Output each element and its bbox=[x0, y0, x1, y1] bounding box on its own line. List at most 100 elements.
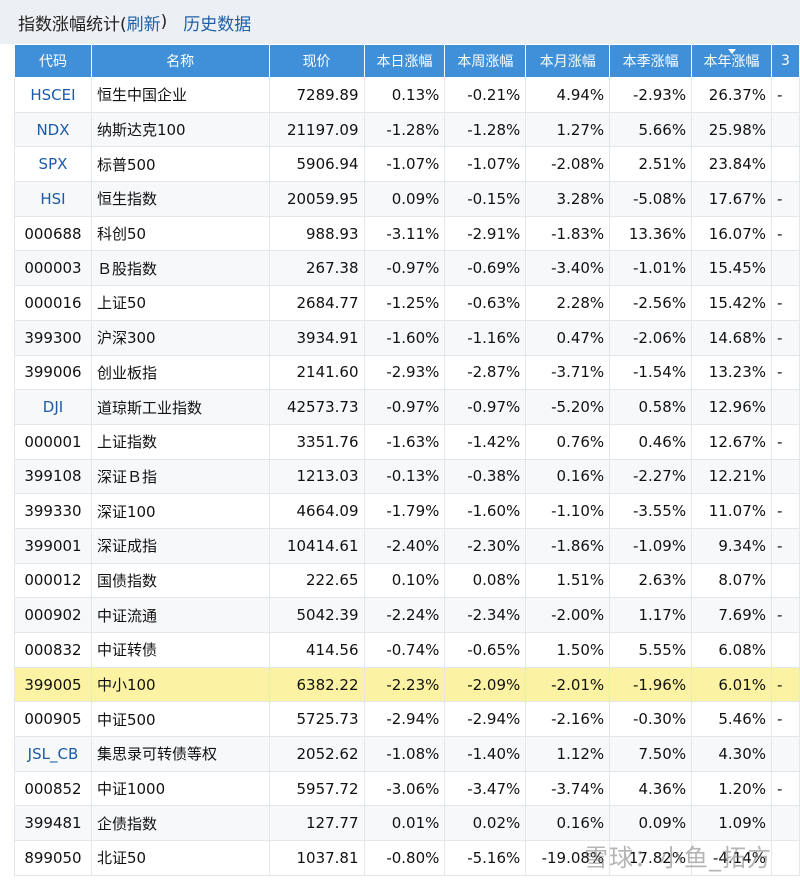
cell-day-change: -1.79% bbox=[363, 493, 446, 529]
table-row[interactable]: 000012 国债指数 222.65 0.10% 0.08% 1.51% 2.63% 8.07… bbox=[14, 562, 800, 599]
index-gain-table: 代码 名称 现价 本日涨幅 本周涨幅 本月涨幅 本季涨幅 本年涨幅 3 HSCE… bbox=[14, 44, 800, 876]
cell-code[interactable]: 000905 bbox=[14, 701, 92, 738]
column-header-day-change[interactable]: 本日涨幅 bbox=[363, 44, 446, 78]
column-header-year-change[interactable]: 本年涨幅 bbox=[691, 44, 772, 78]
table-row[interactable]: 399330 深证100 4664.09 -1.79% -1.60% -1.10% -3.5… bbox=[14, 493, 800, 529]
cell-code[interactable]: 399330 bbox=[14, 493, 92, 529]
cell-month-change: -2.00% bbox=[525, 597, 611, 633]
cell-day-change: -1.60% bbox=[363, 319, 446, 356]
cell-code[interactable]: 399005 bbox=[14, 666, 92, 703]
cell-code[interactable]: 000852 bbox=[14, 770, 92, 807]
cell-code[interactable]: JSL_CB bbox=[14, 736, 92, 772]
cell-code[interactable]: HSI bbox=[14, 181, 92, 217]
cell-code[interactable]: 000688 bbox=[14, 215, 92, 252]
cell-week-change: -3.47% bbox=[444, 770, 527, 807]
table-row[interactable]: DJI 道琼斯工业指数 42573.73 -0.97% -0.97% -5.20% 0.58… bbox=[14, 389, 800, 425]
cell-code[interactable]: 399108 bbox=[14, 458, 92, 495]
cell-price: 5042.39 bbox=[268, 597, 365, 633]
table-row[interactable]: 000902 中证流通 5042.39 -2.24% -2.34% -2.00% 1.17%… bbox=[14, 597, 800, 633]
table-row[interactable]: HSI 恒生指数 20059.95 0.09% -0.15% 3.28% -5.08% 17.… bbox=[14, 181, 800, 217]
column-header-year-change-label: 本年涨幅 bbox=[703, 54, 760, 70]
cell-name: 创业板指 bbox=[90, 354, 270, 391]
table-row[interactable]: 000016 上证50 2684.77 -1.25% -0.63% 2.28% -2.56%… bbox=[14, 285, 800, 321]
cell-code[interactable]: 899050 bbox=[14, 840, 92, 876]
table-row[interactable]: 399481 企债指数 127.77 0.01% 0.02% 0.16% 0.09% 1.09… bbox=[14, 805, 800, 842]
cell-year-change: 11.07% bbox=[691, 493, 772, 529]
refresh-link[interactable]: 刷新 bbox=[126, 14, 161, 35]
cell-quarter-change: 0.58% bbox=[609, 389, 693, 425]
cell-day-change: -3.11% bbox=[363, 215, 446, 252]
table-row[interactable]: 399300 沪深300 3934.91 -1.60% -1.16% 0.47% -2.06… bbox=[14, 319, 800, 356]
column-header-price[interactable]: 现价 bbox=[268, 44, 365, 78]
table-row[interactable]: HSCEI 恒生中国企业 7289.89 0.13% -0.21% 4.94% -2.93%… bbox=[14, 77, 800, 113]
cell-quarter-change: 7.50% bbox=[609, 736, 693, 772]
cell-truncated: - bbox=[771, 666, 800, 703]
history-data-link[interactable]: 历史数据 bbox=[183, 14, 252, 35]
column-header-truncated[interactable]: 3 bbox=[771, 44, 800, 78]
cell-year-change: 6.08% bbox=[691, 632, 772, 668]
cell-week-change: -1.16% bbox=[444, 319, 527, 356]
cell-code[interactable]: 399001 bbox=[14, 527, 92, 564]
cell-day-change: 0.10% bbox=[363, 562, 446, 599]
cell-code[interactable]: 000001 bbox=[14, 423, 92, 460]
table-row[interactable]: NDX 纳斯达克100 21197.09 -1.28% -1.28% 1.27% 5.66%… bbox=[14, 111, 800, 148]
cell-truncated bbox=[771, 389, 800, 425]
cell-truncated bbox=[771, 805, 800, 842]
cell-week-change: -2.94% bbox=[444, 701, 527, 738]
cell-code[interactable]: NDX bbox=[14, 111, 92, 148]
table-row[interactable]: 399108 深证Ｂ指 1213.03 -0.13% -0.38% 0.16% -2.27%… bbox=[14, 458, 800, 495]
cell-price: 7289.89 bbox=[268, 77, 365, 113]
cell-code[interactable]: DJI bbox=[14, 389, 92, 425]
table-row[interactable]: 000905 中证500 5725.73 -2.94% -2.94% -2.16% -0.3… bbox=[14, 701, 800, 738]
table-row[interactable]: SPX 标普500 5906.94 -1.07% -1.07% -2.08% 2.51% 23… bbox=[14, 146, 800, 183]
cell-quarter-change: -1.01% bbox=[609, 250, 693, 287]
cell-week-change: -0.63% bbox=[444, 285, 527, 321]
cell-quarter-change: -2.56% bbox=[609, 285, 693, 321]
cell-year-change: 4.30% bbox=[691, 736, 772, 772]
cell-code[interactable]: 000016 bbox=[14, 285, 92, 321]
cell-code[interactable]: 000832 bbox=[14, 632, 92, 668]
column-header-name[interactable]: 名称 bbox=[90, 44, 270, 78]
table-row[interactable]: 000688 科创50 988.93 -3.11% -2.91% -1.83% 13.36%… bbox=[14, 215, 800, 252]
cell-year-change: 15.45% bbox=[691, 250, 772, 287]
cell-month-change: 1.27% bbox=[525, 111, 611, 148]
table-row[interactable]: 000832 中证转债 414.56 -0.74% -0.65% 1.50% 5.55% 6.… bbox=[14, 632, 800, 668]
cell-day-change: 0.01% bbox=[363, 805, 446, 842]
table-row[interactable]: 399001 深证成指 10414.61 -2.40% -2.30% -1.86% -1.0… bbox=[14, 527, 800, 564]
cell-year-change: -4.14% bbox=[691, 840, 772, 876]
cell-name: Ｂ股指数 bbox=[90, 250, 270, 287]
table-row[interactable]: 000852 中证1000 5957.72 -3.06% -3.47% -3.74% 4.3… bbox=[14, 770, 800, 807]
column-header-month-change[interactable]: 本月涨幅 bbox=[525, 44, 611, 78]
cell-year-change: 1.20% bbox=[691, 770, 772, 807]
cell-price: 414.56 bbox=[268, 632, 365, 668]
cell-code[interactable]: 000003 bbox=[14, 250, 92, 287]
cell-code[interactable]: 399300 bbox=[14, 319, 92, 356]
cell-month-change: 2.28% bbox=[525, 285, 611, 321]
cell-year-change: 17.67% bbox=[691, 181, 772, 217]
cell-quarter-change: -2.93% bbox=[609, 77, 693, 113]
column-header-quarter-change[interactable]: 本季涨幅 bbox=[609, 44, 693, 78]
cell-code[interactable]: 000012 bbox=[14, 562, 92, 599]
column-header-code[interactable]: 代码 bbox=[14, 44, 92, 78]
cell-week-change: -0.65% bbox=[444, 632, 527, 668]
table-row[interactable]: 399006 创业板指 2141.60 -2.93% -2.87% -3.71% -1.54… bbox=[14, 354, 800, 391]
cell-price: 267.38 bbox=[268, 250, 365, 287]
table-row[interactable]: JSL_CB 集思录可转债等权 2052.62 -1.08% -1.40% 1.12% 7.… bbox=[14, 736, 800, 772]
cell-year-change: 14.68% bbox=[691, 319, 772, 356]
table-row[interactable]: 399005 中小100 6382.22 -2.23% -2.09% -2.01% -1.9… bbox=[14, 666, 800, 703]
cell-day-change: -2.93% bbox=[363, 354, 446, 391]
cell-year-change: 23.84% bbox=[691, 146, 772, 183]
cell-code[interactable]: 000902 bbox=[14, 597, 92, 633]
table-row[interactable]: 000003 Ｂ股指数 267.38 -0.97% -0.69% -3.40% -1.01%… bbox=[14, 250, 800, 287]
table-row[interactable]: 899050 北证50 1037.81 -0.80% -5.16% -19.08% 17.8… bbox=[14, 840, 800, 876]
cell-code[interactable]: 399481 bbox=[14, 805, 92, 842]
cell-truncated: - bbox=[771, 770, 800, 807]
cell-quarter-change: -5.08% bbox=[609, 181, 693, 217]
table-row[interactable]: 000001 上证指数 3351.76 -1.63% -1.42% 0.76% 0.46% 1… bbox=[14, 423, 800, 460]
cell-code[interactable]: 399006 bbox=[14, 354, 92, 391]
cell-week-change: -2.34% bbox=[444, 597, 527, 633]
column-header-week-change[interactable]: 本周涨幅 bbox=[444, 44, 527, 78]
cell-code[interactable]: SPX bbox=[14, 146, 92, 183]
cell-name: 中证1000 bbox=[90, 770, 270, 807]
cell-code[interactable]: HSCEI bbox=[14, 77, 92, 113]
